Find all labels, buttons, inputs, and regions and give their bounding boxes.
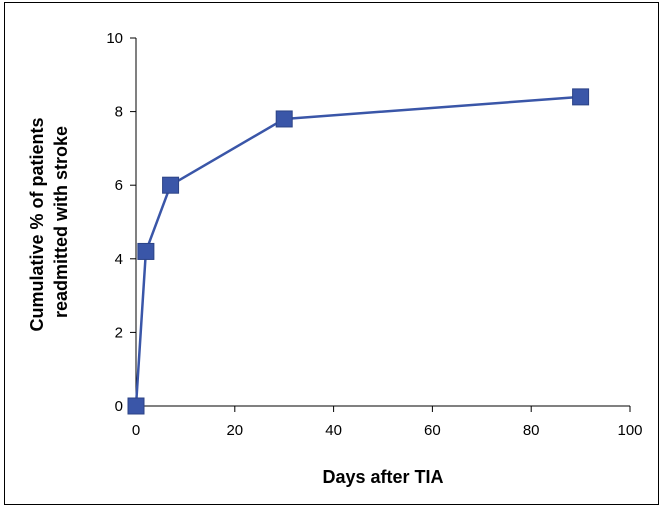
series-group (127, 88, 590, 415)
y-tick-label: 4 (115, 251, 123, 268)
y-tick-label: 6 (115, 177, 123, 194)
chart-frame (4, 2, 659, 505)
data-point-marker (127, 397, 145, 415)
y-tick-label: 2 (115, 324, 123, 341)
y-tick-label: 10 (106, 30, 123, 47)
x-tick-label: 20 (226, 422, 243, 439)
data-point-marker (572, 88, 590, 106)
data-point-marker (162, 176, 180, 194)
x-tick-label: 80 (523, 422, 540, 439)
x-tick-label: 100 (617, 422, 642, 439)
y-axis-title: Cumulative % of patients readmitted with… (27, 112, 71, 331)
y-axis-title-line-2: readmitted with stroke (51, 126, 71, 318)
y-axis-title-line-1: Cumulative % of patients (27, 117, 47, 331)
axes (135, 38, 630, 407)
data-point-marker (137, 242, 155, 260)
y-tick-label: 0 (115, 398, 123, 415)
x-tick-label: 40 (325, 422, 342, 439)
x-tick-label: 0 (132, 422, 140, 439)
y-tick-label: 8 (115, 104, 123, 121)
data-point-marker (275, 110, 293, 128)
series-line (134, 95, 581, 407)
x-tick-label: 60 (424, 422, 441, 439)
x-axis-title: Days after TIA (322, 467, 443, 487)
